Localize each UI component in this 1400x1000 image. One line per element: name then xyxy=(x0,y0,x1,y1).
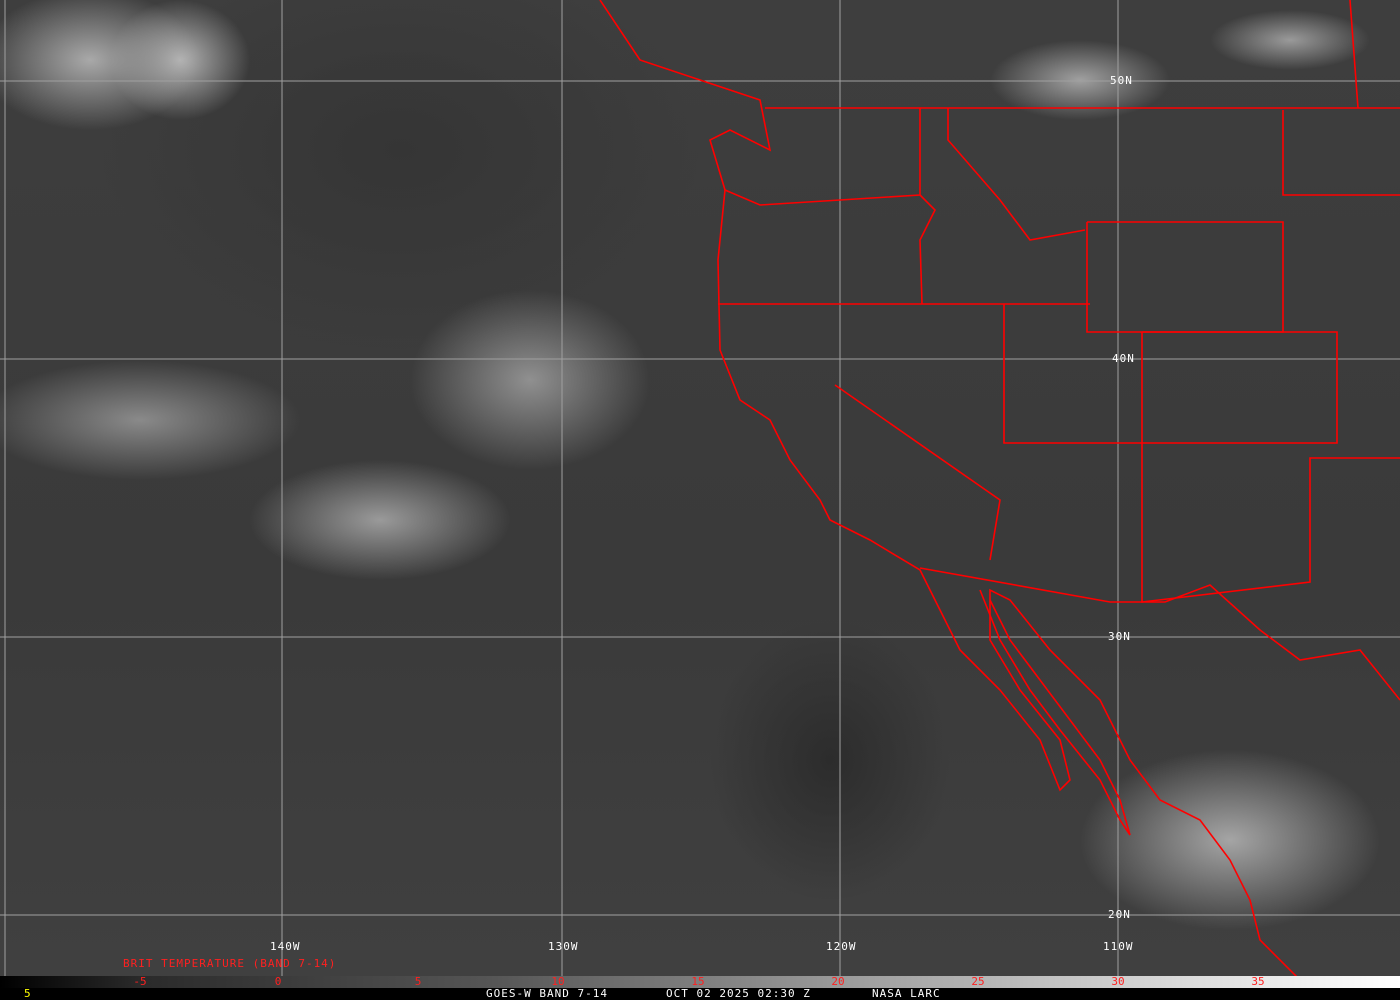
map-overlay xyxy=(0,0,1400,976)
satellite-imagery xyxy=(0,0,1400,976)
lon-label-130w: 130W xyxy=(548,940,579,953)
border-wa-or xyxy=(724,189,921,206)
border-dakotas xyxy=(1282,110,1400,196)
timestamp: OCT 02 2025 02:30 Z xyxy=(666,987,811,1000)
coastline-west xyxy=(599,0,1298,976)
lat-label-50n: 50N xyxy=(1110,74,1133,87)
satellite-band: GOES-W BAND 7-14 xyxy=(486,987,608,1000)
colorbar-tick: 10 xyxy=(551,975,565,988)
colorbar-tick: -5 xyxy=(133,975,147,988)
footer-bar: 5 GOES-W BAND 7-14 OCT 02 2025 02:30 Z N… xyxy=(0,987,1400,1000)
border-idaho xyxy=(919,108,936,305)
lon-label-140w: 140W xyxy=(270,940,301,953)
colorbar-tick: 15 xyxy=(691,975,705,988)
lon-label-110w: 110W xyxy=(1103,940,1134,953)
border-colorado xyxy=(1142,331,1338,444)
lon-label-120w: 120W xyxy=(826,940,857,953)
colorbar-tick: 35 xyxy=(1251,975,1265,988)
baja-peninsula xyxy=(979,589,1131,836)
colorbar-tick: 30 xyxy=(1111,975,1125,988)
colorbar-tick: 20 xyxy=(831,975,845,988)
colorbar-title: BRIT TEMPERATURE (BAND 7-14) xyxy=(123,957,337,970)
colorbar-tick: 25 xyxy=(971,975,985,988)
border-north-canada xyxy=(1349,0,1359,109)
lat-label-30n: 30N xyxy=(1108,630,1131,643)
political-borders xyxy=(599,0,1400,976)
border-utah xyxy=(1003,304,1143,444)
lat-label-20n: 20N xyxy=(1108,908,1131,921)
colorbar-tick: 0 xyxy=(274,975,282,988)
border-ca-nv xyxy=(834,384,1001,561)
frame-number: 5 xyxy=(24,987,32,1000)
border-montana xyxy=(947,108,1086,241)
colorbar-tick: 5 xyxy=(414,975,422,988)
colorbar xyxy=(0,976,1400,988)
data-source: NASA LARC xyxy=(872,987,941,1000)
border-az-nm xyxy=(1141,443,1400,603)
border-us-mexico xyxy=(919,567,1400,701)
lat-label-40n: 40N xyxy=(1112,352,1135,365)
border-wyoming xyxy=(1086,221,1284,333)
lat-lon-grid xyxy=(0,0,1400,976)
